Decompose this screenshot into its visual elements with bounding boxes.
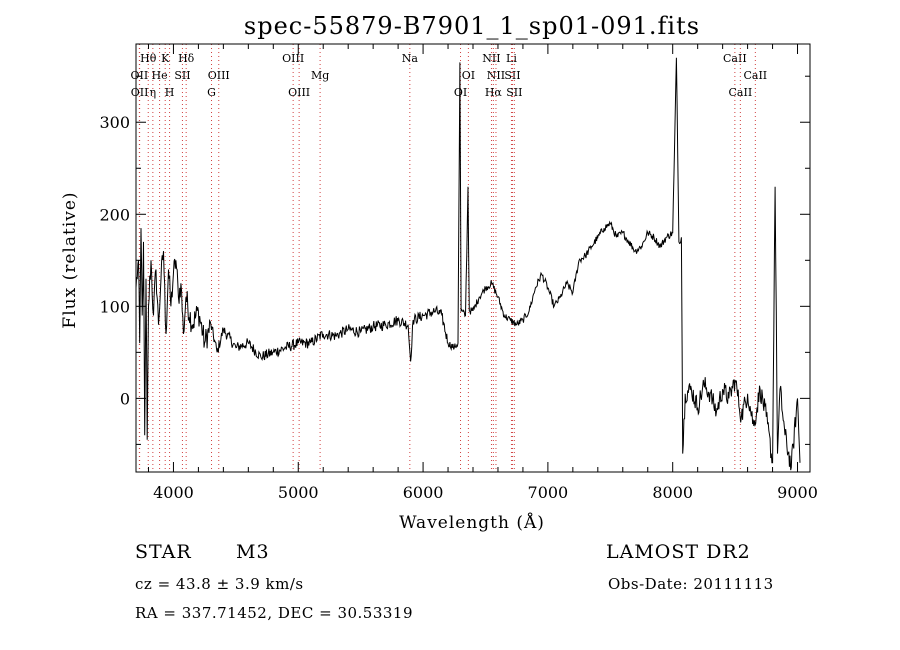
line-mark-label-1: OII	[131, 69, 149, 82]
line-mark-label-10: G	[207, 86, 216, 99]
redshift-readout: cz = 43.8 ± 3.9 km/s	[135, 575, 304, 593]
line-mark-label-17: NII	[482, 52, 500, 65]
line-mark-label-0: Hθ	[140, 52, 157, 65]
line-mark-label-5: η	[150, 86, 157, 99]
data-release: LAMOST DR2	[606, 541, 751, 563]
axes: 4000 5000 6000 7000 8000 9000 0 100 200 300	[99, 43, 818, 502]
line-mark-label-14: Na	[402, 52, 419, 65]
subclass: M3	[236, 541, 270, 563]
plot-frame	[135, 43, 811, 473]
spectrum-line	[135, 57, 801, 471]
x-tick-label-0: 4000	[153, 483, 194, 502]
y-tick-label-1: 100	[99, 297, 130, 316]
line-mark-label-20: SII	[504, 69, 520, 82]
x-tick-label-1: 5000	[278, 483, 319, 502]
line-mark-label-13: OIII	[288, 86, 310, 99]
line-mark-label-3: K	[161, 52, 170, 65]
line-mark-label-12: Mg	[311, 69, 329, 82]
coordinates-readout: RA = 337.71452, DEC = 30.53319	[135, 604, 414, 622]
x-tick-label-2: 6000	[403, 483, 444, 502]
line-mark-label-8: Hδ	[178, 52, 195, 65]
x-tick-label-5: 9000	[777, 483, 818, 502]
line-mark-label-22: SII	[506, 86, 522, 99]
line-mark-label-15: OI	[462, 69, 475, 82]
line-mark-label-18: Li	[506, 52, 517, 65]
line-mark-label-23: CaII	[723, 52, 747, 65]
observation-date: Obs-Date: 20111113	[608, 575, 774, 593]
spectral-line-marks: HθOIIOIIKHeηSIIHHδOIIIGOIIIMgOIIINaOIOIN…	[131, 44, 767, 472]
line-mark-label-9: OIII	[208, 69, 230, 82]
x-axis-label: Wavelength (Å)	[399, 512, 545, 533]
object-class: STAR	[135, 541, 192, 563]
line-mark-label-4: He	[152, 69, 168, 82]
y-tick-label-2: 200	[99, 205, 130, 224]
chart-title: spec-55879-B7901_1_sp01-091.fits	[244, 12, 700, 40]
line-mark-label-21: Hα	[485, 86, 503, 99]
line-mark-label-24: CaII	[743, 69, 767, 82]
line-mark-label-25: CaII	[729, 86, 753, 99]
y-axis-label: Flux (relative)	[60, 191, 80, 328]
line-mark-label-7: H	[165, 86, 175, 99]
y-tick-label-3: 300	[99, 113, 130, 132]
line-mark-label-19: NII	[487, 69, 505, 82]
y-tick-label-0: 0	[120, 389, 130, 408]
line-mark-label-11: OIII	[282, 52, 304, 65]
line-mark-label-2: OII	[131, 86, 149, 99]
x-tick-label-4: 8000	[652, 483, 693, 502]
x-tick-label-3: 7000	[528, 483, 569, 502]
line-mark-label-6: SII	[174, 69, 190, 82]
